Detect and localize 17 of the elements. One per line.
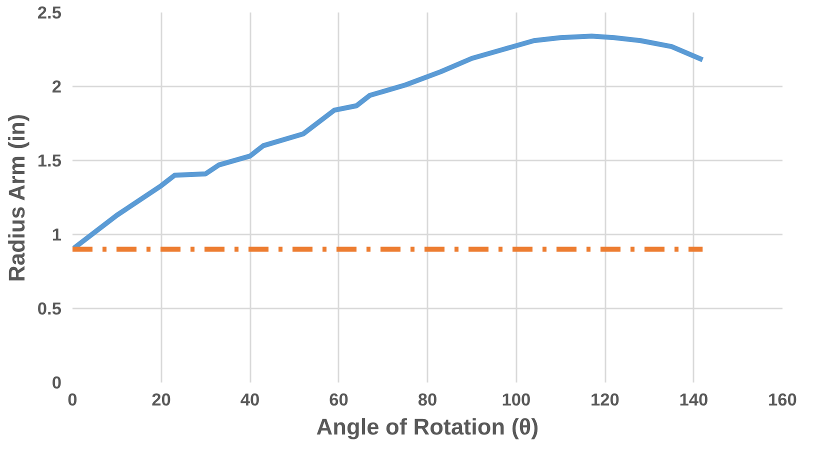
x-tick-label: 100 (502, 390, 531, 410)
x-tick-label: 20 (152, 390, 171, 410)
x-axis-title: Angle of Rotation (θ) (316, 414, 539, 440)
y-tick-label: 2.5 (37, 2, 62, 22)
x-tick-label: 0 (68, 390, 78, 410)
y-tick-label: 1.5 (37, 150, 62, 170)
y-tick-label: 1 (52, 224, 62, 244)
x-tick-label: 60 (329, 390, 348, 410)
y-tick-label: 2 (52, 76, 62, 96)
y-tick-label: 0.5 (37, 298, 62, 318)
x-tick-label: 140 (679, 390, 708, 410)
x-tick-label: 40 (240, 390, 260, 410)
y-axis-title: Radius Arm (in) (3, 114, 30, 282)
y-tick-label: 0 (52, 372, 62, 392)
x-tick-label: 80 (418, 390, 438, 410)
x-tick-label: 160 (768, 390, 797, 410)
x-tick-label: 120 (590, 390, 620, 410)
